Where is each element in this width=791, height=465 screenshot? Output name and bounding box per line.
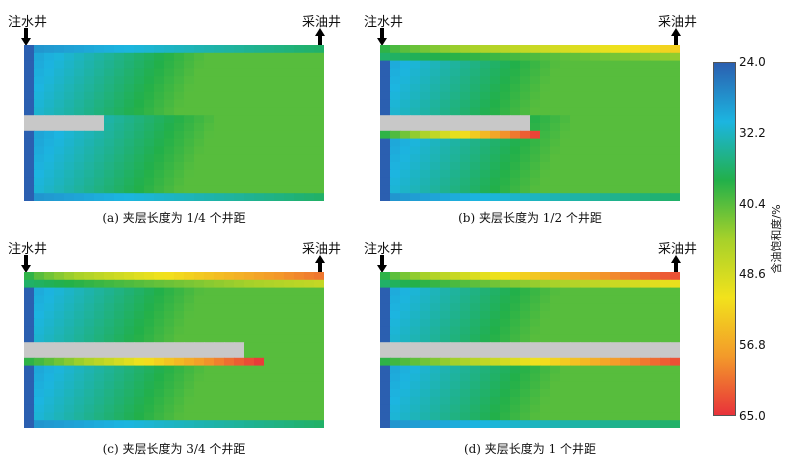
colorbar-title: 含油饱和度/% [770,204,783,274]
saturation-grid [24,272,324,428]
saturation-grid [380,45,680,201]
panel-caption: (d) 夹层长度为 1 个井距 [463,442,597,456]
arrow-up-icon [315,255,325,273]
saturation-grid [380,272,680,428]
producer-label: 采油井 [658,242,698,257]
colorbar-tick-label: 32.2 [739,125,766,140]
producer-label: 采油井 [658,15,698,30]
producer-label: 采油井 [302,15,342,30]
arrow-down-icon [21,255,31,273]
injector-label: 注水井 [8,242,48,257]
arrow-down-icon [21,28,31,46]
colorbar-tick-label: 48.6 [739,267,766,282]
panel-caption: (a) 夹层长度为 1/4 个井距 [102,211,246,225]
colorbar-tick-label: 40.4 [739,196,766,211]
colorbar-tick-label: 56.8 [739,338,766,353]
arrow-up-icon [671,255,681,273]
saturation-grid [24,45,324,201]
panel-caption: (b) 夹层长度为 1/2 个井距 [458,211,602,225]
arrow-down-icon [377,255,387,273]
producer-label: 采油井 [302,242,342,257]
injector-label: 注水井 [364,242,404,257]
arrow-up-icon [671,28,681,46]
colorbar-tick-label: 24.0 [739,55,766,69]
colorbar-tick-label: 65.0 [739,409,766,423]
panel-caption: (c) 夹层长度为 3/4 个井距 [102,442,246,456]
injector-label: 注水井 [364,15,404,30]
arrow-up-icon [315,28,325,46]
colorbar [713,62,736,416]
injector-label: 注水井 [8,15,48,30]
arrow-down-icon [377,28,387,46]
